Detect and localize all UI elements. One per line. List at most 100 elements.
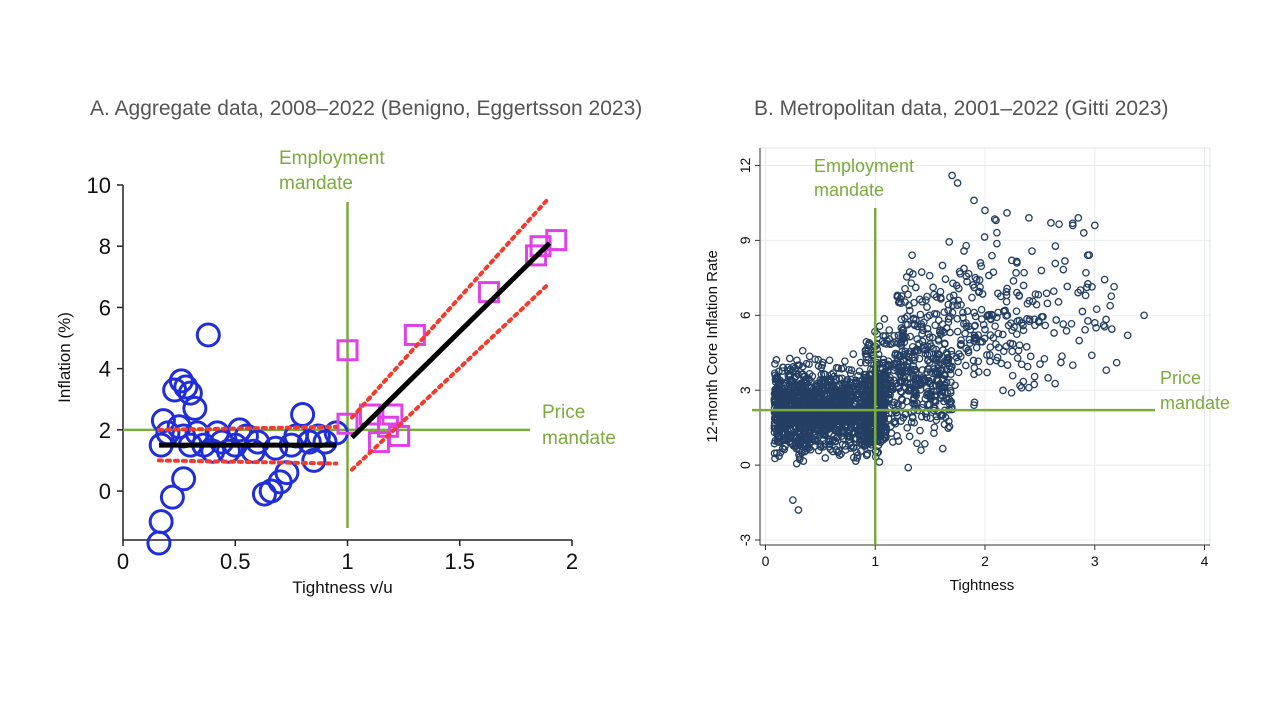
y-tick-label: 2 bbox=[99, 418, 111, 443]
data-point-square bbox=[403, 323, 426, 346]
data-point bbox=[1051, 259, 1060, 268]
data-point bbox=[783, 427, 792, 436]
data-point bbox=[944, 315, 953, 323]
data-point bbox=[825, 424, 834, 433]
data-point bbox=[910, 386, 919, 395]
data-point bbox=[1036, 360, 1044, 368]
data-point bbox=[975, 287, 984, 296]
data-point bbox=[897, 315, 906, 324]
data-point bbox=[970, 401, 978, 410]
data-point-square bbox=[358, 403, 381, 426]
data-point bbox=[820, 377, 829, 386]
data-point bbox=[177, 380, 203, 406]
data-point bbox=[1067, 319, 1076, 328]
data-point bbox=[993, 353, 1002, 362]
data-point bbox=[1013, 354, 1022, 363]
data-point bbox=[877, 431, 886, 440]
data-point bbox=[960, 247, 968, 255]
data-point bbox=[775, 367, 783, 376]
data-point bbox=[964, 346, 973, 355]
data-point bbox=[1019, 326, 1028, 335]
data-point-square bbox=[336, 339, 359, 362]
data-point bbox=[811, 419, 820, 428]
data-point bbox=[851, 434, 859, 443]
price-mandate-label: Price bbox=[1160, 368, 1201, 388]
data-point bbox=[885, 326, 894, 334]
data-point bbox=[934, 336, 943, 345]
data-point bbox=[817, 390, 826, 399]
data-point bbox=[200, 438, 226, 464]
data-point bbox=[778, 367, 787, 375]
data-point bbox=[779, 363, 788, 372]
data-point bbox=[968, 293, 976, 302]
y-tick-label: -3 bbox=[737, 534, 753, 547]
data-point bbox=[1112, 358, 1121, 367]
data-point bbox=[940, 339, 949, 348]
data-point bbox=[789, 396, 797, 404]
data-point bbox=[1140, 311, 1148, 320]
data-point bbox=[941, 275, 950, 283]
data-point bbox=[173, 374, 199, 400]
data-point bbox=[182, 395, 208, 421]
data-point bbox=[989, 333, 998, 342]
data-point bbox=[1020, 268, 1028, 277]
data-point bbox=[821, 431, 829, 440]
data-point bbox=[969, 356, 978, 365]
data-point bbox=[1107, 292, 1116, 301]
data-point bbox=[785, 354, 794, 363]
confidence-band bbox=[156, 424, 339, 432]
data-point bbox=[961, 329, 969, 338]
y-axis-label: 12-month Core Inflation Rate bbox=[704, 250, 721, 443]
data-point bbox=[898, 401, 906, 410]
data-point bbox=[948, 171, 956, 180]
fit-line bbox=[350, 241, 552, 440]
data-point-square bbox=[336, 412, 359, 435]
data-point bbox=[770, 428, 779, 437]
data-point bbox=[840, 389, 849, 398]
data-point bbox=[923, 324, 932, 333]
data-point bbox=[910, 347, 919, 356]
data-point bbox=[918, 330, 926, 338]
data-point bbox=[907, 279, 916, 288]
data-point bbox=[1037, 313, 1046, 321]
data-point bbox=[940, 308, 949, 317]
x-tick-label: 0.5 bbox=[220, 549, 251, 574]
data-point bbox=[957, 336, 965, 345]
data-point bbox=[932, 381, 941, 390]
data-point bbox=[795, 455, 804, 464]
data-point bbox=[898, 332, 906, 340]
data-point bbox=[893, 292, 902, 301]
data-point bbox=[1013, 317, 1022, 325]
data-point bbox=[801, 413, 809, 421]
data-point bbox=[794, 506, 803, 514]
data-point bbox=[865, 391, 874, 400]
data-point bbox=[911, 374, 920, 383]
data-point bbox=[1106, 301, 1115, 310]
data-point bbox=[847, 444, 855, 452]
data-point bbox=[1016, 381, 1024, 390]
data-point bbox=[938, 444, 947, 453]
data-point bbox=[966, 339, 974, 348]
data-point bbox=[1026, 352, 1035, 361]
data-point bbox=[902, 397, 911, 406]
data-point bbox=[943, 350, 952, 359]
data-point-square bbox=[381, 403, 404, 426]
data-point bbox=[881, 381, 889, 390]
data-point bbox=[1074, 288, 1082, 297]
data-point bbox=[1052, 316, 1061, 324]
data-point bbox=[775, 421, 784, 429]
data-point bbox=[258, 478, 284, 504]
data-point bbox=[1092, 323, 1100, 332]
x-tick-label: 0 bbox=[762, 553, 770, 569]
x-tick-label: 1.5 bbox=[444, 549, 475, 574]
data-point bbox=[923, 303, 931, 311]
data-point bbox=[159, 484, 185, 510]
data-point bbox=[782, 436, 791, 445]
data-point bbox=[195, 322, 221, 348]
y-tick-label: 8 bbox=[99, 234, 111, 259]
x-tick-label: 1 bbox=[341, 549, 353, 574]
data-point bbox=[835, 374, 844, 383]
data-point bbox=[1059, 265, 1068, 274]
y-tick-label: 3 bbox=[737, 386, 753, 394]
data-point bbox=[996, 292, 1005, 301]
